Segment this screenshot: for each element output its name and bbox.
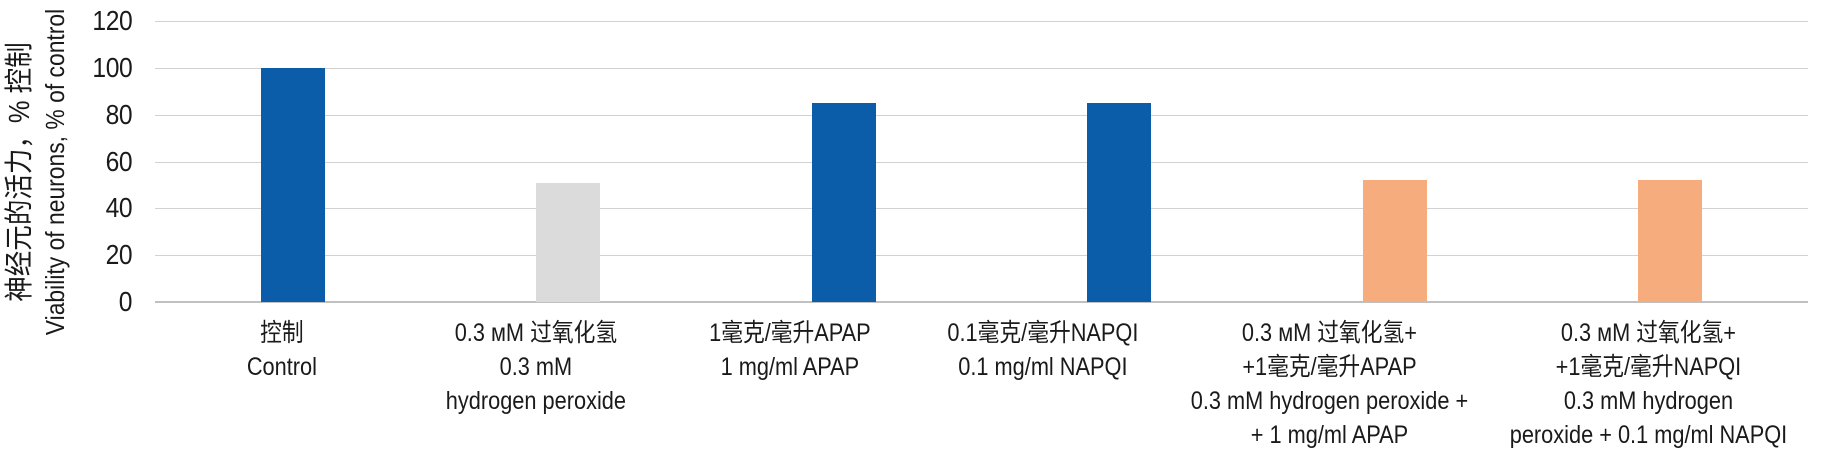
bar-5 bbox=[1362, 180, 1427, 302]
y-tick-label-100: 100 bbox=[92, 51, 132, 83]
bar-1 bbox=[260, 67, 325, 302]
category-label-line: + 1 mg/ml APAP bbox=[1250, 421, 1409, 449]
bar-slot-2 bbox=[431, 21, 707, 302]
category-label-line: 1毫克/毫升APAP bbox=[708, 319, 871, 347]
category-label-line: peroxide + 0.1 mg/ml NAPQI bbox=[1509, 421, 1788, 449]
category-label-line: 1 mg/ml APAP bbox=[720, 353, 859, 381]
y-tick-label-120: 120 bbox=[92, 5, 132, 36]
category-label-1: 控制 Control bbox=[155, 316, 409, 452]
category-label-line: 0.3 мМ 过氧化氢+ bbox=[1242, 319, 1418, 347]
category-label-line: 0.1 mg/ml NAPQI bbox=[958, 353, 1128, 381]
category-label-line: hydrogen peroxide bbox=[445, 387, 626, 415]
y-tick-label-80: 80 bbox=[105, 98, 132, 130]
gridline-60 bbox=[155, 161, 1808, 163]
category-label-line: 0.3 mM bbox=[499, 353, 572, 381]
category-label-5: 0.3 мМ 过氧化氢+ +1毫克/毫升APAP 0.3 mM hydrogen p… bbox=[1170, 316, 1489, 452]
y-axis-tick-labels: 120 100 80 60 40 20 0 bbox=[0, 5, 132, 317]
bar-4 bbox=[1087, 102, 1152, 302]
bar-slot-6 bbox=[1533, 21, 1809, 302]
bar-slot-1 bbox=[155, 21, 431, 302]
bar-6 bbox=[1638, 180, 1703, 302]
category-label-line: 0.3 мМ 过氧化氢 bbox=[454, 319, 617, 347]
y-tick-label-40: 40 bbox=[105, 192, 132, 224]
category-labels-row: 控制 Control 0.3 мМ 过氧化氢 0.3 mM hydrogen perox… bbox=[155, 316, 1808, 452]
category-label-3: 1毫克/毫升APAP 1 mg/ml APAP bbox=[663, 316, 917, 452]
bar-3 bbox=[811, 102, 876, 302]
category-label-line: 0.1毫克/毫升NAPQI bbox=[947, 319, 1139, 347]
gridline-80 bbox=[155, 114, 1808, 116]
y-tick-label-0: 0 bbox=[118, 286, 133, 317]
category-label-line: +1毫克/毫升APAP bbox=[1242, 353, 1417, 381]
category-label-line: +1毫克/毫升NAPQI bbox=[1555, 353, 1742, 381]
category-label-line: 0.3 mM hydrogen bbox=[1563, 387, 1734, 415]
bar-2 bbox=[536, 182, 601, 302]
bars-row bbox=[155, 21, 1808, 302]
gridline-120 bbox=[155, 21, 1808, 22]
category-label-2: 0.3 мМ 过氧化氢 0.3 mM hydrogen peroxide bbox=[409, 316, 663, 452]
gridline-20 bbox=[155, 255, 1808, 257]
category-label-line: 0.3 мМ 过氧化氢+ bbox=[1561, 319, 1737, 347]
y-tick-label-20: 20 bbox=[105, 239, 132, 271]
category-label-4: 0.1毫克/毫升NAPQI 0.1 mg/ml NAPQI bbox=[916, 316, 1170, 452]
bar-slot-5 bbox=[1257, 21, 1533, 302]
plot-area bbox=[155, 21, 1808, 303]
gridline-40 bbox=[155, 208, 1808, 210]
category-label-line: 0.3 mM hydrogen peroxide + bbox=[1190, 387, 1469, 415]
x-axis-line bbox=[155, 301, 1808, 303]
bar-slot-4 bbox=[982, 21, 1258, 302]
category-label-line: Control bbox=[246, 353, 317, 381]
category-label-6: 0.3 мМ 过氧化氢+ +1毫克/毫升NAPQI 0.3 mM hydrogen p… bbox=[1489, 316, 1808, 452]
bar-slot-3 bbox=[706, 21, 982, 302]
gridline-100 bbox=[155, 67, 1808, 69]
y-tick-label-60: 60 bbox=[105, 145, 132, 177]
category-label-line: 控制 bbox=[260, 319, 304, 347]
